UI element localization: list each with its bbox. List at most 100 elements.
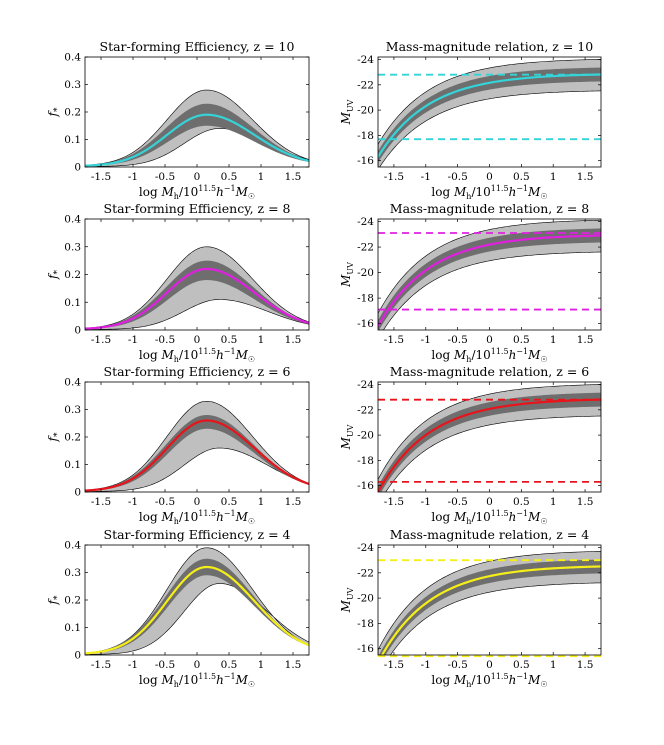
- x-tick-label: 1: [550, 171, 557, 183]
- x-tick-label: -0.5: [155, 334, 175, 346]
- x-tick-label: -1: [128, 171, 138, 183]
- inner-confidence-band: [379, 559, 601, 655]
- x-tick-label: -0.5: [155, 496, 175, 508]
- x-tick-label: 1.5: [285, 659, 302, 671]
- x-axis-label: log Mh/1011.5h−1M☉: [139, 509, 255, 526]
- x-tick-label: 0.5: [221, 334, 238, 346]
- y-axis-label: f*: [46, 432, 63, 442]
- plot-area: [85, 547, 309, 655]
- y-tick-label: -16: [357, 480, 374, 492]
- x-tick-label: -0.5: [448, 171, 468, 183]
- x-tick-label: -1: [421, 496, 431, 508]
- panel-sfe-z4: -1.5 -1 -0.5 0 0.5 1 1.5 0 0.1 0.2 0.3 0.4 Star-form…: [46, 527, 310, 689]
- x-tick-label: -0.5: [448, 334, 468, 346]
- y-tick-label: 0.2: [64, 107, 81, 119]
- panel-sfe-z10: -1.5 -1 -0.5 0 0.5 1 1.5 0 0.1 0.2 0.3 0.4 Star-form…: [46, 39, 310, 201]
- x-axis-label: log Mh/1011.5h−1M☉: [431, 509, 547, 526]
- y-tick-label: -18: [357, 293, 374, 305]
- outer-confidence-band: [85, 400, 309, 492]
- x-tick-label: 1: [258, 496, 265, 508]
- y-tick-label: -20: [357, 593, 374, 605]
- y-tick-label: -22: [357, 242, 374, 254]
- x-tick-label: -1: [421, 171, 431, 183]
- y-axis-label: f*: [46, 107, 63, 117]
- x-tick-label: 0: [194, 659, 201, 671]
- y-axis-label: f*: [46, 270, 63, 280]
- y-tick-label: -16: [357, 643, 374, 655]
- y-tick-label: 0.4: [64, 377, 81, 389]
- x-tick-label: 1.5: [577, 171, 594, 183]
- y-tick-label: 0.3: [64, 567, 81, 579]
- x-tick-label: 0.5: [513, 334, 530, 346]
- inner-confidence-band: [378, 67, 601, 163]
- y-tick-label: -22: [357, 79, 374, 91]
- panel-title: Star-forming Efficiency, z = 8: [104, 201, 291, 216]
- inner-confidence-band: [378, 228, 601, 330]
- inner-confidence-band: [378, 392, 601, 492]
- y-tick-label: 0: [74, 325, 81, 337]
- y-tick-label: 0: [74, 487, 81, 499]
- x-tick-label: -0.5: [448, 496, 468, 508]
- x-tick-label: 1: [550, 496, 557, 508]
- x-tick-label: 0: [486, 496, 493, 508]
- inner-confidence-band: [85, 103, 309, 166]
- x-axis-label: log Mh/1011.5h−1M☉: [431, 672, 547, 689]
- y-tick-label: 0.1: [64, 622, 81, 634]
- y-tick-label: -24: [357, 379, 374, 391]
- x-tick-label: 1.5: [285, 496, 302, 508]
- plot-area: [378, 59, 601, 167]
- x-axis-label: log Mh/1011.5h−1M☉: [139, 184, 255, 201]
- y-tick-label: 0.2: [64, 595, 81, 607]
- y-tick-label: -16: [357, 155, 374, 167]
- x-tick-label: 1.5: [285, 171, 302, 183]
- y-tick-label: -20: [357, 267, 374, 279]
- y-tick-label: 0.1: [64, 134, 81, 146]
- x-tick-label: -1.5: [384, 659, 404, 671]
- y-axis-label: MUV: [339, 99, 355, 125]
- y-tick-label: 0.3: [64, 404, 81, 416]
- y-axis-label: MUV: [339, 587, 355, 613]
- panel-title: Mass-magnitude relation, z = 4: [390, 527, 589, 542]
- x-tick-label: 0.5: [221, 496, 238, 508]
- x-tick-label: -1: [128, 334, 138, 346]
- panel-title: Star-forming Efficiency, z = 4: [104, 527, 291, 542]
- plot-area: [85, 89, 309, 167]
- y-tick-label: -22: [357, 404, 374, 416]
- x-tick-label: 1.5: [577, 659, 594, 671]
- y-tick-label: -16: [357, 318, 374, 330]
- x-tick-label: 0.5: [513, 659, 530, 671]
- inner-confidence-band: [85, 558, 309, 654]
- x-tick-label: 0.5: [513, 171, 530, 183]
- panel-sfe-z6: -1.5 -1 -0.5 0 0.5 1 1.5 0 0.1 0.2 0.3 0.4 Star-form…: [46, 364, 310, 526]
- panel-title: Mass-magnitude relation, z = 6: [390, 364, 589, 379]
- median-line: [378, 73, 601, 158]
- y-tick-label: 0.3: [64, 79, 81, 91]
- x-tick-label: 1.5: [285, 334, 302, 346]
- y-tick-label: -24: [357, 54, 374, 66]
- x-axis-label: log Mh/1011.5h−1M☉: [431, 184, 547, 201]
- outer-confidence-band: [378, 551, 601, 655]
- y-tick-label: 0.4: [64, 52, 81, 64]
- x-tick-label: -0.5: [155, 171, 175, 183]
- outer-confidence-band: [85, 89, 309, 167]
- y-tick-label: 0.3: [64, 241, 81, 253]
- x-tick-label: 0: [194, 171, 201, 183]
- panel-title: Star-forming Efficiency, z = 10: [100, 39, 295, 54]
- x-tick-label: -0.5: [448, 659, 468, 671]
- panel-title: Mass-magnitude relation, z = 8: [390, 201, 589, 216]
- panel-title: Mass-magnitude relation, z = 10: [386, 39, 593, 54]
- median-line: [378, 234, 601, 327]
- panel-sfe-z8: -1.5 -1 -0.5 0 0.5 1 1.5 0 0.1 0.2 0.3 0.4 Star-form…: [46, 201, 310, 364]
- y-tick-label: -18: [357, 130, 374, 142]
- y-axis-label: MUV: [339, 262, 355, 288]
- panel-mmr-z8: -1.5 -1 -0.5 0 0.5 1 1.5 -16 -18 -20 -22 -24 Mass-ma…: [339, 201, 602, 364]
- y-tick-label: 0.4: [64, 214, 81, 226]
- inner-confidence-band: [85, 260, 309, 329]
- x-tick-label: -1: [421, 334, 431, 346]
- x-tick-label: -1.5: [91, 171, 111, 183]
- outer-confidence-band: [378, 219, 601, 330]
- x-tick-label: -1.5: [91, 496, 111, 508]
- x-axis-label: log Mh/1011.5h−1M☉: [139, 672, 255, 689]
- outer-confidence-band: [85, 246, 309, 330]
